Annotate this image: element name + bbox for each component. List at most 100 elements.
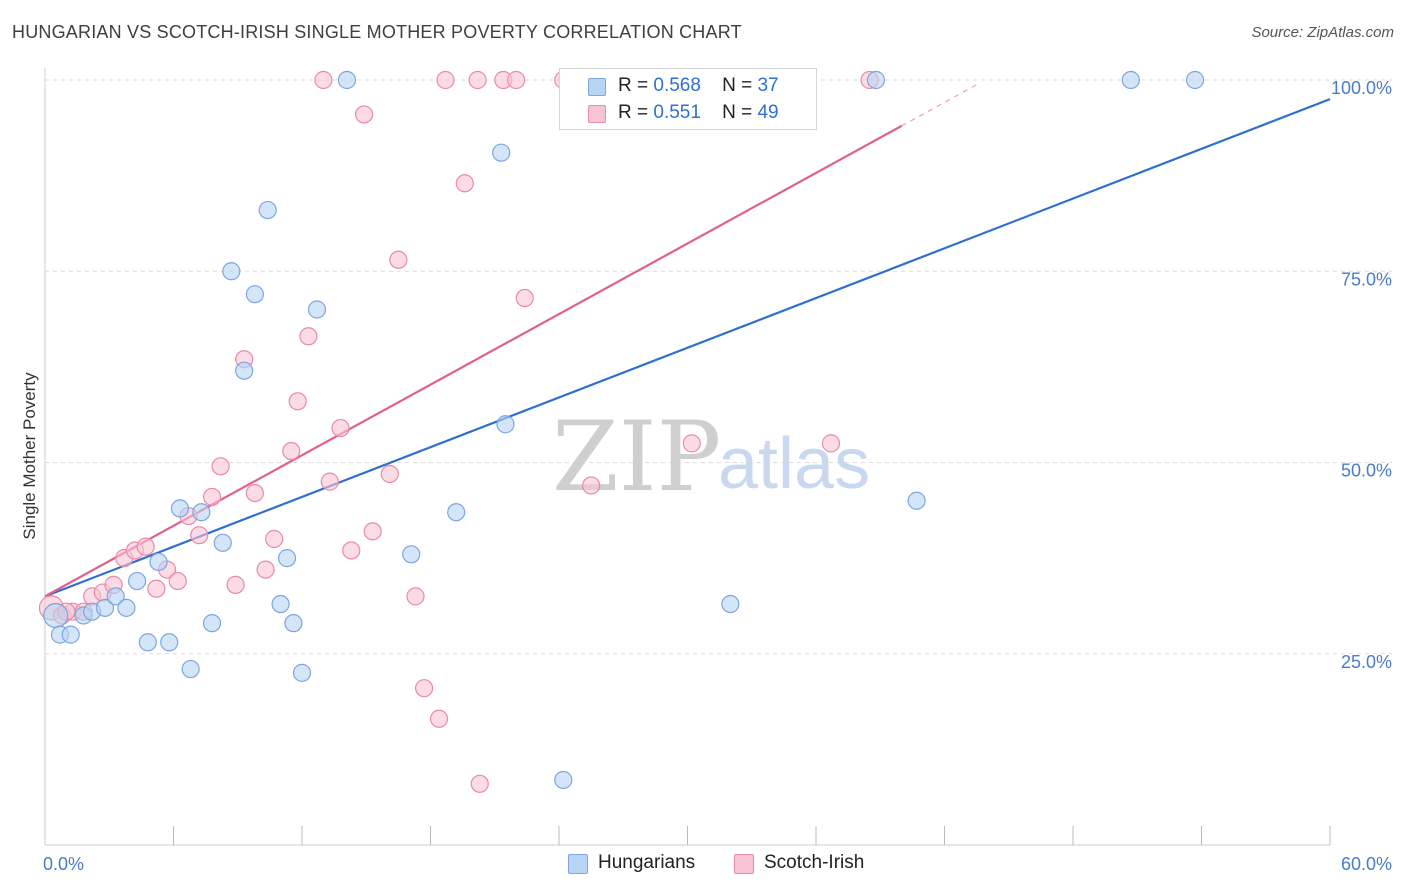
hungarian-point	[721, 594, 740, 614]
scotch-irish-point	[821, 434, 841, 453]
scotch-irish-point	[211, 457, 230, 476]
hungarian-point	[95, 598, 115, 617]
hungarian-point	[284, 614, 303, 633]
hungarian-point	[192, 503, 211, 522]
legend-r-value: 0.568	[653, 75, 701, 96]
hungarian-point	[245, 285, 264, 304]
legend-label-scotch-irish: Scotch-Irish	[764, 852, 865, 873]
scotch-irish-point	[436, 70, 455, 90]
hungarian-point	[492, 143, 511, 162]
scotch-irish-point	[245, 484, 264, 503]
watermark-atlas: atlas	[718, 424, 870, 504]
hungarian-point	[181, 659, 200, 679]
scotch-irish-point	[256, 560, 275, 579]
hungarian-point	[866, 70, 886, 90]
scotch-irish-point	[582, 476, 601, 495]
hungarian-point	[271, 594, 290, 614]
legend-n-label: N =	[722, 102, 753, 123]
hungarian-point	[447, 503, 466, 522]
scotch-irish-trend-line	[44, 124, 903, 598]
hungarian-point	[138, 633, 157, 652]
scotch-irish-point	[468, 70, 487, 90]
hungarian-point	[307, 300, 327, 319]
hungarian-point	[160, 633, 179, 652]
scotch-irish-point	[265, 529, 284, 549]
chart-title: HUNGARIAN VS SCOTCH-IRISH SINGLE MOTHER …	[12, 22, 742, 42]
scotch-irish-point	[363, 522, 382, 541]
hungarian-point	[1185, 70, 1205, 90]
swatch-hungarians	[568, 854, 588, 874]
scotch-irish-trend-extension	[901, 83, 980, 127]
grid-lines	[45, 79, 1392, 655]
hungarian-point	[43, 602, 69, 629]
y-tick-label: 25.0%	[1341, 652, 1392, 672]
legend-swatch-blue	[588, 78, 606, 96]
hungarian-point	[170, 499, 190, 518]
hungarian-point	[235, 361, 254, 380]
scotch-irish-point	[515, 288, 534, 308]
scotch-irish-point	[682, 434, 701, 453]
source-label: Source: ZipAtlas.com	[1251, 24, 1394, 41]
scotch-irish-point	[282, 441, 301, 461]
hungarian-point	[277, 549, 297, 568]
hungarians-trend-line	[44, 98, 1331, 598]
scotch-irish-point	[288, 392, 307, 411]
hungarian-point	[292, 663, 312, 682]
hungarian-points	[43, 70, 1205, 790]
legend-n-value: 49	[757, 102, 779, 123]
hungarian-point	[554, 770, 573, 790]
scotch-irish-point	[429, 709, 449, 728]
y-tick-labels: 25.0% 50.0% 75.0% 100.0%	[1331, 78, 1392, 672]
hungarian-point	[402, 545, 421, 564]
scotch-irish-point	[331, 418, 350, 438]
hungarian-point	[202, 614, 222, 633]
hungarian-point	[117, 598, 136, 617]
hungarian-point	[907, 491, 926, 510]
y-tick-label: 75.0%	[1341, 269, 1392, 289]
hungarian-point	[1121, 70, 1140, 90]
hungarian-point	[127, 571, 147, 591]
scotch-irish-point	[226, 575, 245, 595]
scotch-irish-point	[320, 472, 339, 491]
scotch-irish-point	[455, 174, 474, 193]
scotch-irish-point	[507, 70, 526, 90]
scotch-irish-point	[414, 679, 434, 698]
legend-r-label: R =	[618, 75, 649, 96]
scotch-irish-point	[314, 70, 333, 90]
swatch-scotch-irish	[734, 854, 754, 874]
scotch-irish-point	[470, 774, 489, 793]
y-axis-title: Single Mother Poverty	[20, 372, 39, 540]
scotch-irish-point	[342, 541, 361, 560]
scotch-irish-point	[389, 250, 408, 269]
scotch-irish-point	[190, 526, 209, 545]
legend-n-value: 37	[757, 75, 779, 96]
scotch-irish-point	[355, 105, 374, 124]
stats-legend: R = 0.568 N = 37 R = 0.551 N = 49	[559, 68, 817, 130]
scotch-irish-point	[406, 587, 425, 606]
scotch-irish-point	[202, 487, 222, 507]
legend-r-value: 0.551	[653, 102, 701, 123]
hungarian-point	[149, 552, 168, 572]
y-tick-label: 50.0%	[1341, 461, 1392, 481]
hungarian-point	[496, 415, 515, 434]
hungarian-point	[337, 70, 357, 90]
scotch-irish-point	[147, 579, 166, 598]
legend-r-label: R =	[618, 102, 649, 123]
x-tick-label-max: 60.0%	[1341, 854, 1392, 874]
scotch-irish-point	[168, 571, 187, 591]
hungarian-point	[61, 625, 80, 644]
hungarian-point	[213, 533, 232, 552]
scotch-irish-point	[136, 537, 155, 556]
y-tick-label: 100.0%	[1331, 78, 1392, 98]
watermark-zip: ZIP	[552, 401, 721, 513]
legend-swatch-pink	[588, 105, 606, 123]
x-tick-label-min: 0.0%	[43, 854, 84, 874]
hungarian-point	[222, 262, 241, 281]
axes	[44, 68, 1331, 846]
hungarian-point	[258, 200, 277, 220]
scotch-irish-point	[299, 327, 318, 346]
legend-label-hungarians: Hungarians	[598, 852, 696, 873]
trend-lines	[44, 83, 1331, 598]
legend-n-label: N =	[722, 75, 753, 96]
